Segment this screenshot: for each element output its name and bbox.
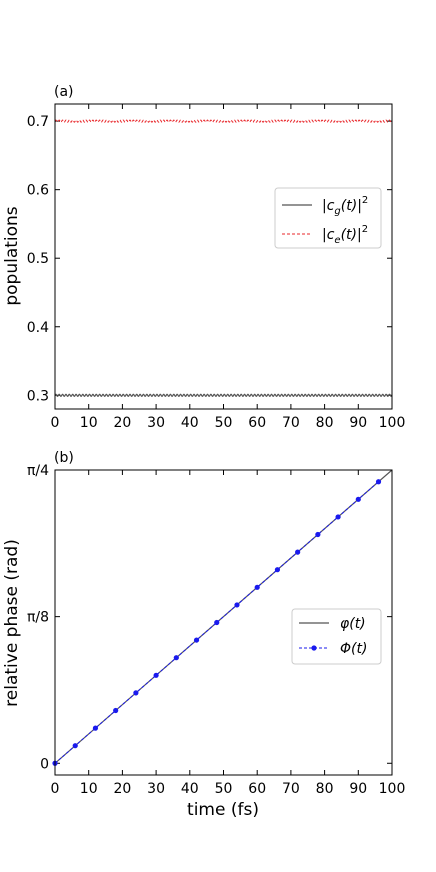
legend-cg-sup: 2: [362, 195, 368, 206]
x-tick-label-a-5: 50: [215, 415, 233, 431]
panel-b-ylabel: relative phase (rad): [2, 539, 22, 707]
x-tick-label-a-9: 90: [349, 415, 367, 431]
x-tick-label-b-7: 70: [282, 781, 300, 797]
panel-a-ticks: 0 10 20 30 40 50 60 70 80 90 100 0.3 0.4 0.5 0.6 0.7: [27, 104, 406, 431]
x-tick-label-b-9: 90: [349, 781, 367, 797]
x-tick-label-b-2: 20: [113, 781, 131, 797]
series-point-b-1-12: [295, 549, 301, 555]
x-tick-label-b-6: 60: [248, 781, 266, 797]
x-tick-label-a-7: 70: [282, 415, 300, 431]
legend-ce-label: |ce(t)|2: [322, 224, 368, 246]
series-point-b-1-14: [335, 514, 341, 520]
y-tick-label-b-1: π/8: [27, 610, 49, 626]
series-point-b-1-5: [153, 672, 159, 678]
panel-a: (a) populations 0 10 20 30 40 50 60 70 80 90 100 0.…: [2, 84, 405, 431]
series-point-b-1-16: [375, 479, 382, 485]
x-tick-label-a-4: 40: [181, 415, 199, 431]
y-tick-label-a-4: 0.7: [27, 114, 49, 130]
legend-cg-rest: (t)|: [341, 198, 362, 214]
legend-Phi-marker: [311, 645, 317, 651]
legend-ce-sup: 2: [362, 224, 368, 235]
x-tick-label-b-5: 50: [215, 781, 233, 797]
series-point-b-1-9: [234, 602, 240, 608]
panel-a-legend: |cg(t)|2 |ce(t)|2: [274, 187, 382, 249]
y-tick-label-a-3: 0.6: [27, 183, 49, 199]
panel-b-frame: [54, 469, 393, 776]
series-point-b-1-11: [274, 567, 281, 573]
legend-ce-sub: e: [334, 235, 340, 246]
series-point-b-1-6: [173, 655, 179, 661]
series-point-b-1-13: [315, 531, 321, 538]
x-tick-label-a-2: 20: [113, 415, 131, 431]
series-point-b-1-15: [355, 496, 361, 502]
series-point-b-1-4: [133, 690, 139, 696]
panel-b-legend-box: [291, 608, 382, 665]
y-tick-label-b-2: π/4: [27, 463, 49, 479]
panel-a-series: [54, 119, 393, 397]
y-tick-label-b-0: 0: [40, 756, 49, 772]
y-tick-label-a-2: 0.5: [27, 251, 49, 267]
x-tick-label-a-10: 100: [379, 415, 406, 431]
x-tick-label-a-1: 10: [80, 415, 98, 431]
legend-ce-main: |c: [322, 227, 335, 243]
x-tick-label-a-3: 30: [147, 415, 165, 431]
series-point-b-1-3: [113, 707, 119, 714]
legend-cg-main: |c: [322, 198, 335, 214]
y-tick-label-a-0: 0.3: [27, 388, 49, 404]
panel-b-series: [52, 469, 393, 766]
legend-cg-sub: g: [334, 206, 340, 217]
panel-b: (b) relative phase (rad) time (fs) 0 10 20…: [2, 450, 405, 820]
panel-b-xlabel: time (fs): [187, 800, 259, 820]
legend-Phi-label: Φ(t): [340, 641, 367, 657]
panel-a-label: (a): [54, 84, 74, 100]
x-tick-label-a-6: 60: [248, 415, 266, 431]
x-tick-label-b-8: 80: [316, 781, 334, 797]
x-tick-label-b-3: 30: [147, 781, 165, 797]
y-tick-label-a-1: 0.4: [27, 320, 49, 336]
series-point-b-1-10: [254, 584, 260, 590]
x-tick-label-b-10: 100: [379, 781, 406, 797]
panel-a-frame: [54, 103, 393, 410]
series-point-b-1-1: [72, 743, 78, 749]
legend-cg-label: |cg(t)|2: [322, 195, 368, 217]
legend-ce-rest: (t)|: [341, 227, 362, 243]
series-line-a-0: [54, 393, 393, 397]
series-point-b-1-8: [214, 619, 220, 626]
x-tick-label-b-4: 40: [181, 781, 199, 797]
x-tick-label-b-0: 0: [51, 781, 60, 797]
panel-a-legend-box: [274, 187, 382, 249]
panel-b-label: (b): [54, 450, 74, 466]
legend-phi-label: φ(t): [340, 616, 366, 632]
x-tick-label-a-8: 80: [316, 415, 334, 431]
panel-b-legend: φ(t) Φ(t): [291, 608, 382, 665]
x-tick-label-a-0: 0: [51, 415, 60, 431]
series-line-a-1: [54, 119, 393, 123]
series-point-b-1-7: [193, 637, 200, 643]
x-tick-label-b-1: 10: [80, 781, 98, 797]
series-point-b-1-2: [92, 725, 99, 731]
panel-a-ylabel: populations: [2, 206, 22, 305]
series-line-b-1: [54, 481, 379, 764]
